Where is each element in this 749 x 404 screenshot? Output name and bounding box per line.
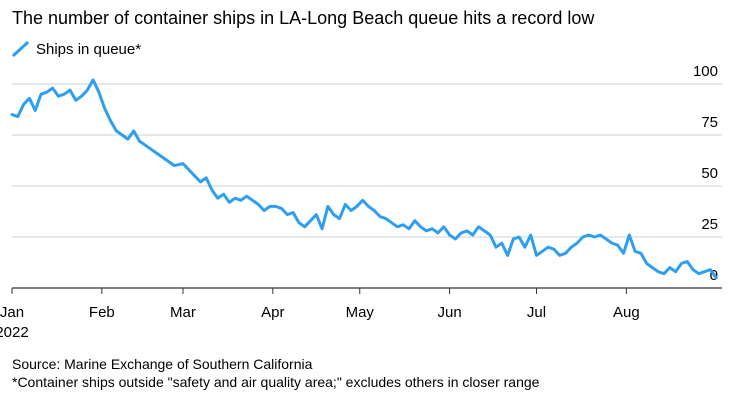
y-tick-label: 50 xyxy=(701,165,718,182)
x-tick-sublabel: 2022 xyxy=(0,324,29,341)
line-chart: 0255075100Jan2022FebMarAprMayJunJulAug xyxy=(0,63,722,341)
x-tick-label: May xyxy=(346,304,375,321)
x-tick-label: Feb xyxy=(89,304,115,321)
x-tick-label: Jan xyxy=(0,304,24,321)
series-line xyxy=(10,78,718,280)
y-tick-label: 100 xyxy=(693,63,718,80)
x-tick-label: Aug xyxy=(613,304,640,321)
x-tick-label: Jun xyxy=(437,304,461,321)
chart-legend: Ships in queue* xyxy=(12,40,141,58)
source-note: Source: Marine Exchange of Southern Cali… xyxy=(12,356,313,372)
chart-title: The number of container ships in LA-Long… xyxy=(12,8,595,28)
x-tick-label: Jul xyxy=(527,304,546,321)
legend-label: Ships in queue* xyxy=(36,40,142,58)
footnote: *Container ships outside "safety and air… xyxy=(12,374,540,390)
y-tick-label: 75 xyxy=(701,114,718,131)
y-tick-label: 25 xyxy=(701,216,718,233)
legend-line-swatch-icon xyxy=(12,40,30,58)
x-tick-label: Mar xyxy=(170,304,196,321)
x-tick-label: Apr xyxy=(261,304,284,321)
